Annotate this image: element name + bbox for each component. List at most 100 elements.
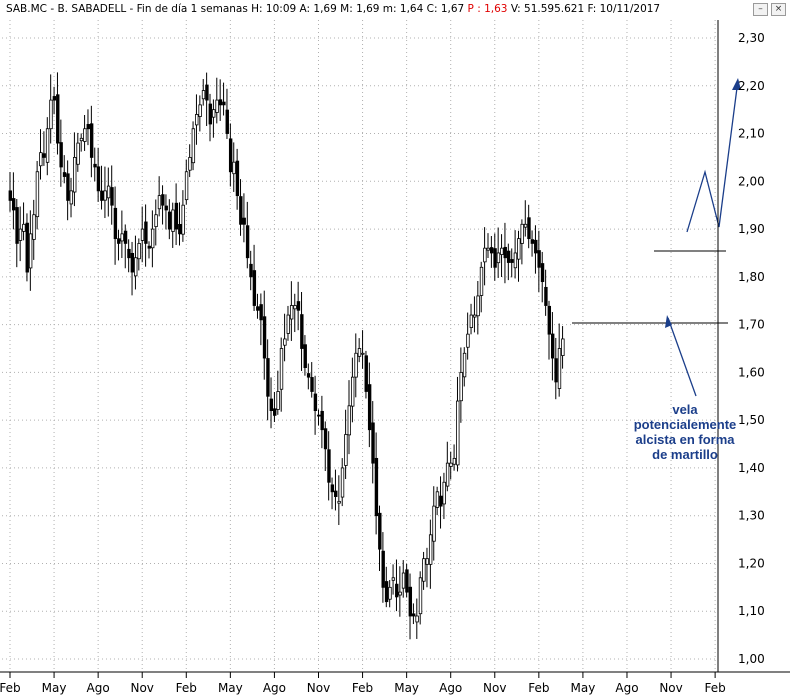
candle-up <box>79 137 84 142</box>
candle-down <box>262 316 267 359</box>
candle-down <box>306 373 311 378</box>
y-tick-label: 1,60 <box>738 365 765 379</box>
candle-down <box>540 263 545 283</box>
candle-down <box>56 94 60 144</box>
candle-down <box>117 238 121 244</box>
candle-up <box>35 171 40 218</box>
open-value: A: 1,69 <box>296 3 337 15</box>
candle-down <box>530 239 535 244</box>
x-tick-label: Nov <box>659 681 682 695</box>
candle-down <box>381 550 385 588</box>
annotation-line-1: vela <box>672 402 698 417</box>
candle-down <box>296 301 301 311</box>
candle-down <box>503 246 507 259</box>
candle-down <box>395 583 399 598</box>
candle-up <box>215 99 219 113</box>
candle-down <box>537 250 541 268</box>
candle-up <box>401 572 406 589</box>
candle-up <box>337 500 341 504</box>
candle-up <box>49 99 53 130</box>
minimize-button[interactable]: – <box>753 3 768 16</box>
candle-up <box>517 238 521 260</box>
candle-down <box>273 408 277 416</box>
candle-down <box>489 247 494 254</box>
chart-header: SAB.MC - B. SABADELL - Fin de día 1 sema… <box>0 0 790 18</box>
candle-up <box>398 591 402 596</box>
candle-down <box>266 358 270 397</box>
candle-up <box>150 228 155 249</box>
candle-down <box>62 172 67 177</box>
candle-down <box>412 613 416 617</box>
candle-up <box>415 615 419 623</box>
x-tick-label: Ago <box>87 681 110 695</box>
candle-up <box>276 391 280 410</box>
candle-up <box>561 338 565 356</box>
candle-down <box>506 250 511 263</box>
candle-down <box>252 270 257 306</box>
candle-down <box>52 96 57 101</box>
candle-down <box>367 384 372 431</box>
candle-up <box>520 223 524 244</box>
annotation-line-2: potencialemente <box>633 417 737 432</box>
candle-down <box>384 581 389 603</box>
x-tick-label: Ago <box>439 681 462 695</box>
candle-up <box>134 257 138 277</box>
overlays <box>572 78 741 397</box>
candle-down <box>96 166 101 192</box>
candle-down <box>222 101 226 106</box>
candle-up <box>83 128 87 142</box>
candle-down <box>554 358 558 383</box>
candle-up <box>462 352 467 378</box>
candle-down <box>218 99 223 106</box>
candle-up <box>69 190 74 205</box>
candle-up <box>483 247 487 263</box>
close-button[interactable]: × <box>771 3 786 16</box>
candle-down <box>378 512 382 550</box>
y-tick-label: 1,40 <box>738 461 765 475</box>
candle-up <box>211 109 216 118</box>
candle-down <box>25 222 29 273</box>
annotation-text: vela potencialemente alcista en forma de… <box>626 402 744 462</box>
candle-up <box>513 252 518 269</box>
candle-up <box>354 352 358 378</box>
x-tick-label: Feb <box>0 681 21 695</box>
candle-down <box>249 263 253 278</box>
candle-down <box>66 173 70 201</box>
candle-up <box>523 223 528 228</box>
candle-down <box>269 398 274 411</box>
candle-down <box>167 211 172 230</box>
candle-up <box>340 467 345 498</box>
candle-down <box>320 410 324 431</box>
candle-down <box>144 221 148 244</box>
candle-up <box>195 114 199 126</box>
low-value: m: 1,64 <box>379 3 424 15</box>
x-tick-label: Ago <box>263 681 286 695</box>
candle-down <box>11 198 16 211</box>
x-tick-label: Feb <box>176 681 197 695</box>
candle-up <box>425 558 429 565</box>
candle-down <box>208 103 213 125</box>
candle-down <box>323 428 328 450</box>
candle-down <box>174 202 179 230</box>
candle-up <box>350 376 355 407</box>
y-tick-label: 1,10 <box>738 604 765 618</box>
candle-up <box>344 434 348 466</box>
candle-down <box>205 84 209 101</box>
candle-up <box>120 233 124 242</box>
candle-down <box>239 196 243 225</box>
candle-up <box>466 333 470 348</box>
candle-up <box>28 233 33 269</box>
annotation-line-4: de martillo <box>652 447 718 462</box>
candle-up <box>391 577 396 581</box>
candle-up <box>103 190 107 201</box>
candle-up <box>289 305 294 320</box>
candle-up <box>279 348 284 390</box>
candle-up <box>232 161 236 175</box>
close-value: C: 1,67 <box>423 3 465 15</box>
candle-down <box>242 217 246 225</box>
y-tick-label: 1,30 <box>738 509 765 523</box>
candle-up <box>154 214 158 228</box>
x-tick-label: May <box>42 681 67 695</box>
candle-down <box>510 259 514 263</box>
candle-up <box>286 314 290 334</box>
